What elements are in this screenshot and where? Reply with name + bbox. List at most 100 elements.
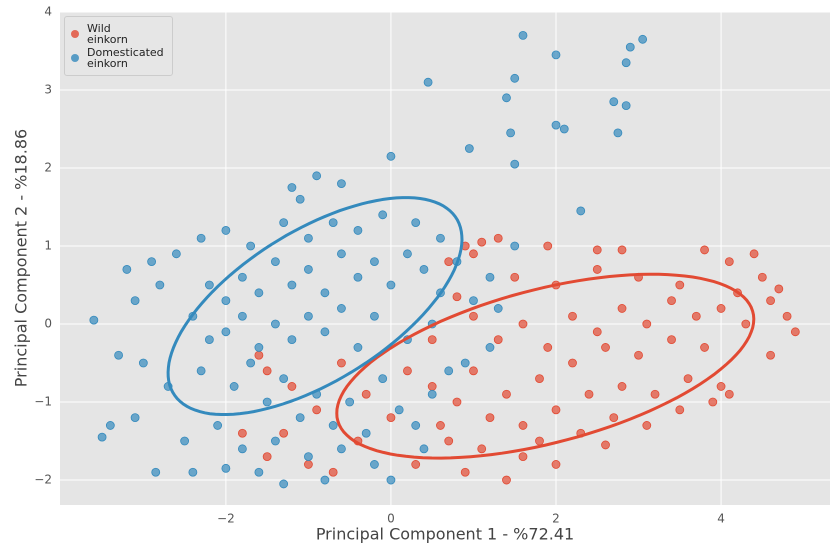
point xyxy=(493,335,503,345)
point xyxy=(262,366,272,376)
point xyxy=(254,350,264,360)
point xyxy=(337,444,346,454)
point xyxy=(708,397,718,407)
point xyxy=(337,304,346,313)
legend-marker xyxy=(71,30,79,38)
point xyxy=(592,245,602,255)
point xyxy=(271,319,280,329)
point xyxy=(485,343,495,352)
point xyxy=(304,233,313,243)
point xyxy=(469,311,478,321)
point xyxy=(287,382,297,391)
point xyxy=(394,405,404,415)
point xyxy=(444,436,454,446)
point xyxy=(683,374,693,384)
point xyxy=(221,327,231,337)
point xyxy=(378,210,388,220)
point xyxy=(675,280,685,290)
point xyxy=(221,463,231,473)
point xyxy=(444,366,454,376)
point xyxy=(171,249,181,259)
point xyxy=(353,226,363,235)
point xyxy=(493,304,503,313)
point xyxy=(584,389,594,399)
point xyxy=(304,265,313,274)
point xyxy=(700,343,709,352)
legend-label: Wild einkorn xyxy=(87,22,128,46)
y-axis-label: Principal Component 2 - %18.86 xyxy=(12,129,31,387)
point xyxy=(621,101,631,111)
x-tick-label: 0 xyxy=(387,512,395,526)
point xyxy=(386,151,396,161)
point xyxy=(254,467,264,477)
point xyxy=(328,467,338,477)
point xyxy=(592,265,602,274)
point xyxy=(271,257,280,267)
point xyxy=(477,237,487,247)
point xyxy=(609,97,619,107)
point xyxy=(320,288,330,298)
point xyxy=(617,304,627,313)
point xyxy=(621,58,631,68)
point xyxy=(576,206,586,216)
point xyxy=(254,288,264,298)
point xyxy=(370,311,379,321)
point xyxy=(105,421,115,430)
point xyxy=(700,245,709,255)
point xyxy=(262,397,272,407)
point xyxy=(221,226,231,235)
point xyxy=(361,428,371,438)
x-tick-label: 4 xyxy=(717,512,725,526)
point xyxy=(287,335,297,345)
point xyxy=(386,280,396,290)
point xyxy=(246,241,256,251)
point xyxy=(188,467,198,477)
point xyxy=(312,405,322,415)
point xyxy=(691,311,701,321)
point xyxy=(130,296,140,306)
point xyxy=(328,421,338,430)
y-tick-label: −2 xyxy=(34,473,52,487)
point xyxy=(180,436,190,446)
point xyxy=(502,475,511,485)
point xyxy=(345,397,355,407)
marks xyxy=(89,31,800,489)
point xyxy=(634,350,643,360)
point xyxy=(271,436,280,446)
y-tick-label: 0 xyxy=(44,317,52,331)
point xyxy=(370,257,379,267)
point xyxy=(642,319,652,329)
point xyxy=(485,413,495,423)
point xyxy=(130,413,140,423)
point xyxy=(237,272,247,282)
point xyxy=(196,233,206,243)
point xyxy=(89,315,99,325)
point xyxy=(716,382,726,391)
point xyxy=(568,358,577,368)
point xyxy=(724,257,734,267)
point xyxy=(370,460,379,469)
y-tick-label: 4 xyxy=(44,5,52,19)
point xyxy=(237,444,247,454)
point xyxy=(411,421,421,430)
point xyxy=(617,245,627,255)
point xyxy=(568,311,577,321)
legend-marker xyxy=(71,54,79,62)
point xyxy=(254,343,264,352)
point xyxy=(749,249,759,259)
point xyxy=(518,319,528,329)
point xyxy=(535,374,544,384)
point xyxy=(337,358,346,368)
point xyxy=(427,335,437,345)
point xyxy=(782,311,792,321)
point xyxy=(464,144,474,153)
point xyxy=(613,128,623,138)
point xyxy=(592,327,602,337)
point xyxy=(386,475,396,485)
legend-label: Domesticated einkorn xyxy=(87,46,164,70)
point xyxy=(320,475,330,485)
point xyxy=(766,296,775,306)
legend-entry: Wild einkorn xyxy=(71,23,164,45)
y-tick-label: −1 xyxy=(34,395,52,409)
